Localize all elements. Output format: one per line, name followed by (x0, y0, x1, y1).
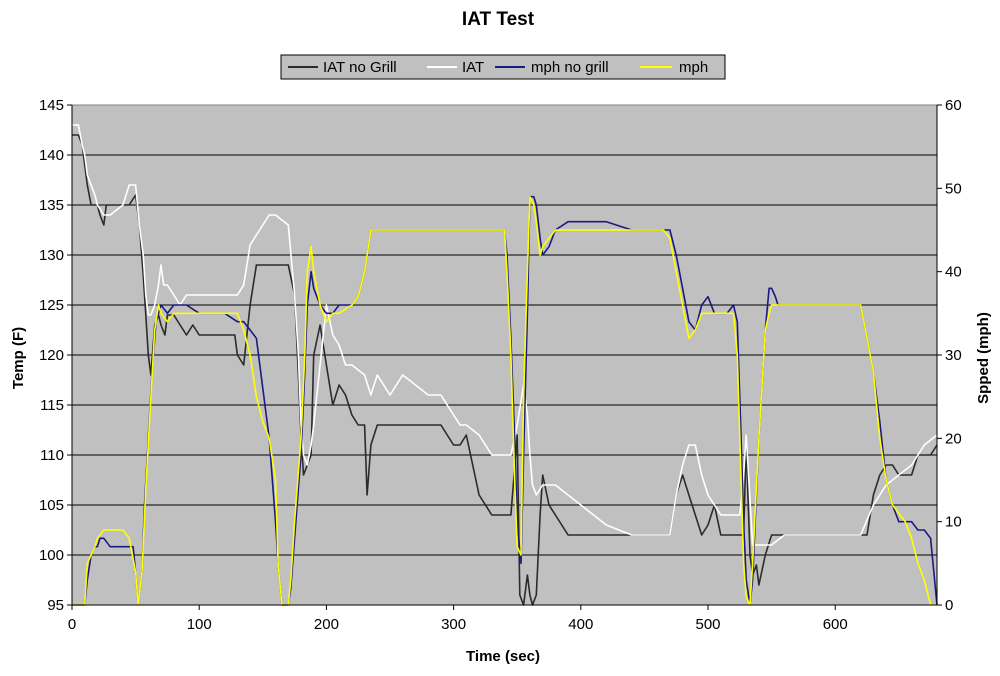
y-tick-label: 95 (47, 597, 64, 614)
chart-title: IAT Test (462, 9, 535, 30)
legend-label-iat-no-grill: IAT no Grill (323, 59, 397, 76)
x-tick-label: 300 (441, 616, 466, 633)
x-tick-label: 200 (314, 616, 339, 633)
x-tick-label: 100 (187, 616, 212, 633)
legend-label-mph-no-grill: mph no grill (531, 59, 609, 76)
y2-tick-label: 30 (945, 347, 962, 364)
y-axis-label: Temp (F) (10, 327, 27, 389)
x-axis-label: Time (sec) (466, 648, 540, 665)
y2-tick-label: 20 (945, 430, 962, 447)
x-tick-label: 400 (568, 616, 593, 633)
y-tick-label: 110 (40, 447, 64, 464)
x-tick-label: 500 (696, 616, 721, 633)
y2-tick-label: 50 (945, 180, 962, 197)
series-layer (72, 124, 938, 606)
legend-label-iat: IAT (462, 59, 484, 76)
y2-tick-label: 60 (945, 97, 962, 114)
legend: IAT no Grill IAT mph no grill mph (280, 54, 726, 80)
y-tick-label: 130 (39, 247, 64, 264)
y-tick-label: 145 (39, 97, 64, 114)
y-tick-label: 105 (39, 497, 64, 514)
y-tick-label: 135 (39, 197, 64, 214)
y2-tick-label: 0 (945, 597, 953, 614)
y2-tick-label: 10 (945, 514, 962, 531)
y2-axis-label: Spped (mph) (975, 312, 992, 404)
x-tick-label: 600 (823, 616, 848, 633)
y-tick-label: 125 (39, 297, 64, 314)
y-tick-label: 100 (39, 547, 64, 564)
y-tick-label: 120 (39, 347, 64, 364)
legend-label-mph: mph (679, 59, 708, 76)
series-line-iat (72, 124, 938, 546)
y2-tick-label: 40 (945, 264, 962, 281)
x-tick-label: 0 (68, 616, 76, 633)
series-line-mph (72, 195, 937, 606)
y-tick-label: 115 (40, 397, 64, 414)
y-tick-label: 140 (39, 147, 64, 164)
axes-layer: 95 100 105 110 115 120 125 130 135 140 145 0 10 20 30 4… (39, 97, 962, 633)
